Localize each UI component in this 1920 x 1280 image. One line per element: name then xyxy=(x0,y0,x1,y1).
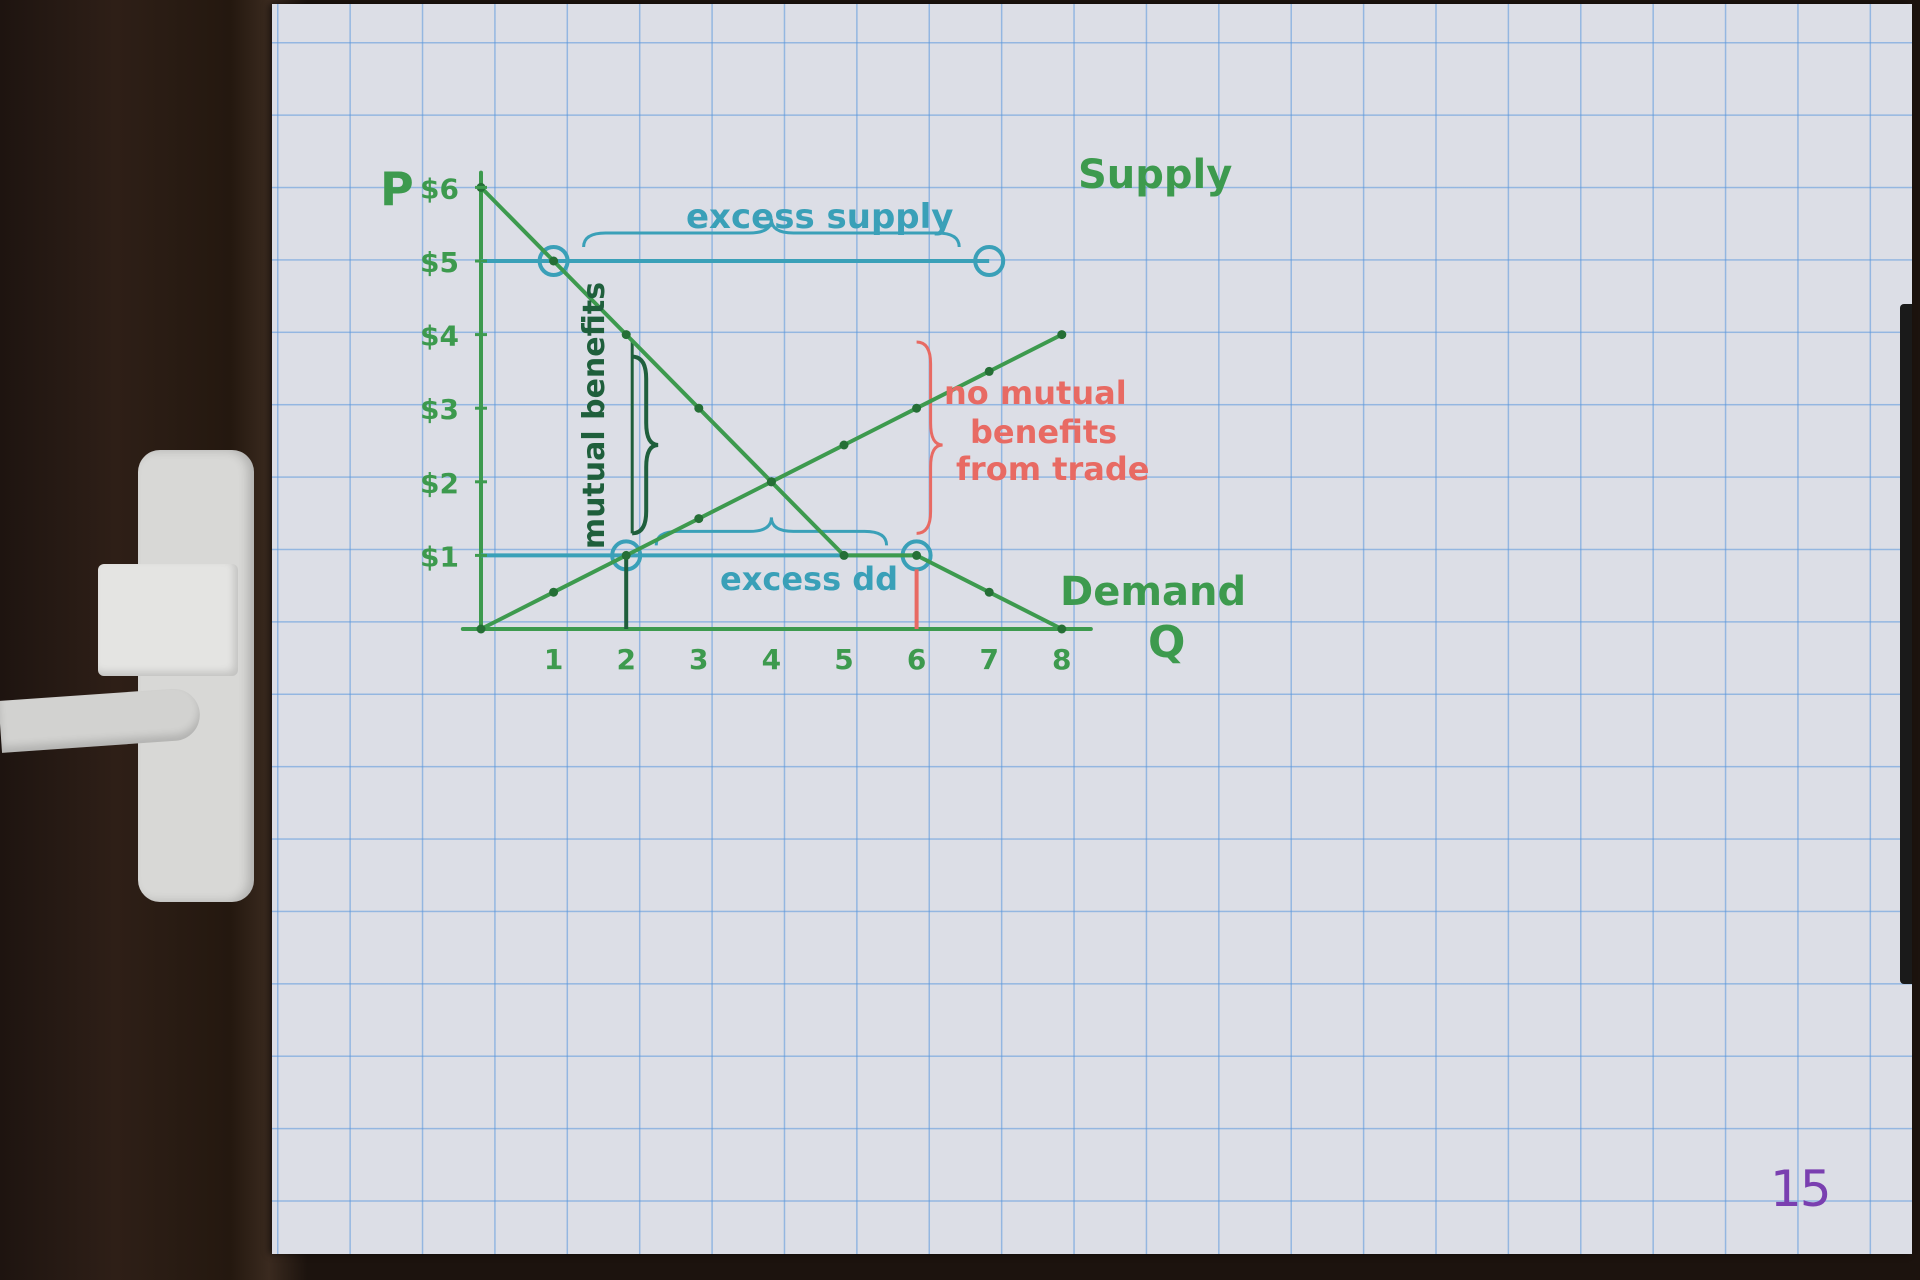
supply-point xyxy=(839,440,849,450)
x-tick-label: 1 xyxy=(544,643,563,676)
annotations: Supply Demand P Q excess supply excess d… xyxy=(380,152,1246,668)
q-axis-label: Q xyxy=(1148,617,1185,668)
series-lines xyxy=(476,182,1067,634)
curly-brace xyxy=(582,218,961,248)
supply-label: Supply xyxy=(1078,152,1232,198)
supply-point xyxy=(912,403,922,413)
demand-point xyxy=(1057,624,1067,634)
price-line-end-circle xyxy=(973,245,1006,277)
supply-point xyxy=(1057,330,1067,340)
lamp-clip-icon xyxy=(98,564,238,676)
lamp-base-plate xyxy=(138,450,254,902)
no-mutual-label-line1: no mutual xyxy=(944,374,1127,412)
supply-point xyxy=(984,366,994,376)
demand-point xyxy=(912,550,922,560)
y-tick-label: $4 xyxy=(420,320,459,353)
demand-point xyxy=(766,477,776,487)
excess-dd-label: excess dd xyxy=(720,560,898,598)
page-number: 15 xyxy=(1770,1160,1832,1218)
x-tick-label: 6 xyxy=(907,643,926,676)
supply-point xyxy=(694,514,704,524)
price-line-start-circle xyxy=(537,245,570,277)
desk-lamp-clamp xyxy=(0,450,260,910)
y-tick-label: $6 xyxy=(420,172,459,205)
axis-ticks: 1 2 3 4 5 6 7 8 $1 $2 $3 $4 $5 $6 xyxy=(420,172,1072,676)
x-tick-label: 7 xyxy=(979,643,998,676)
excess-supply-label: excess supply xyxy=(686,197,953,237)
no-mutual-label-line3: from trade xyxy=(956,450,1149,488)
x-tick-label: 3 xyxy=(689,643,708,676)
demand-label: Demand xyxy=(1060,569,1246,615)
demand-point xyxy=(549,256,559,266)
demand-point xyxy=(984,587,994,597)
x-tick-label: 2 xyxy=(616,643,635,676)
supply-point xyxy=(549,587,559,597)
clipboard-edge xyxy=(1900,304,1912,984)
demand-point xyxy=(839,550,849,560)
x-tick-label: 8 xyxy=(1052,643,1071,676)
demand-point xyxy=(694,403,704,413)
supply-point xyxy=(621,550,631,560)
quantity-markers xyxy=(624,340,943,629)
no-mutual-brace xyxy=(916,340,943,535)
mutual-benefits-brace xyxy=(632,354,659,536)
y-tick-label: $3 xyxy=(420,393,459,426)
demand-point xyxy=(621,330,631,340)
mutual-benefits-label: mutual benefits xyxy=(577,282,612,549)
x-tick-label: 5 xyxy=(834,643,853,676)
x-tick-label: 4 xyxy=(762,643,781,676)
y-tick-label: $2 xyxy=(420,467,459,500)
p-axis-label: P xyxy=(380,162,414,216)
supply-point xyxy=(476,624,486,634)
y-tick-label: $1 xyxy=(420,540,459,573)
y-tick-label: $5 xyxy=(420,246,459,279)
no-mutual-label-line2: benefits xyxy=(970,413,1117,451)
price-lines xyxy=(481,218,1006,572)
